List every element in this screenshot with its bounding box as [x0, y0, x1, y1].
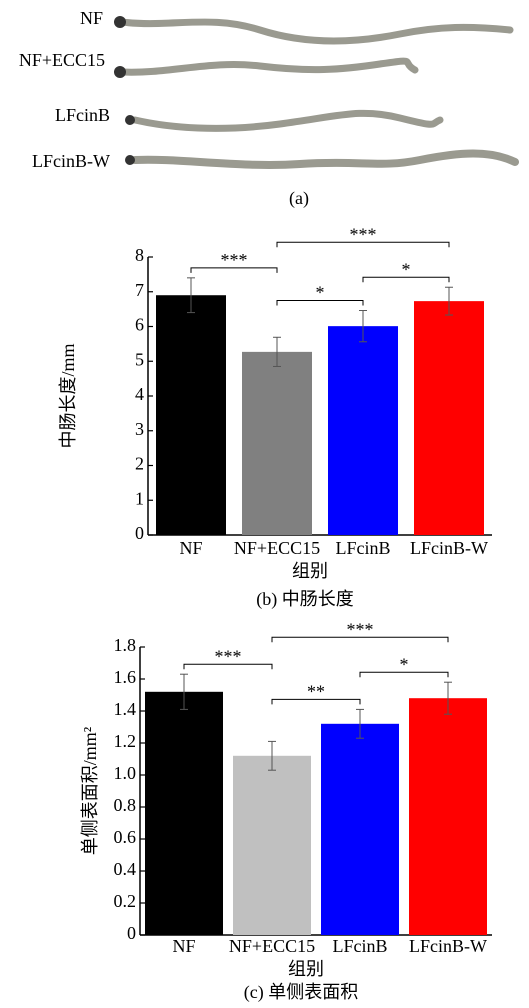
x-tick-label: LFcinB-W: [409, 936, 487, 956]
photo-label: NF: [80, 8, 103, 28]
y-tick-label: 1.0: [114, 763, 137, 783]
x-tick-label: LFcinB: [332, 936, 387, 956]
significance-bracket: [359, 671, 449, 678]
significance-bracket: [271, 636, 449, 643]
y-tick-label: 7: [135, 280, 144, 300]
x-tick-label: NF+ECC15: [229, 936, 315, 956]
significance-label: *: [402, 259, 411, 279]
significance-label: ***: [347, 619, 374, 639]
bar: [145, 691, 223, 935]
photo-label: NF+ECC15: [19, 50, 105, 70]
y-tick-label: 1.6: [114, 667, 137, 687]
gut-head: [125, 155, 135, 165]
gut-head: [114, 66, 126, 78]
x-tick-label: NF: [172, 936, 195, 956]
caption: (b) 中肠长度: [256, 589, 354, 610]
significance-bracket: [190, 267, 278, 273]
x-tick-label: NF: [179, 538, 202, 558]
y-tick-label: 1.8: [114, 635, 137, 655]
significance-bracket: [276, 241, 450, 248]
photo-label: LFcinB: [55, 105, 110, 125]
y-tick-label: 5: [135, 349, 144, 369]
gut: [118, 57, 419, 76]
y-tick-label: 0.8: [114, 795, 137, 815]
gut: [118, 18, 514, 45]
bar: [321, 723, 399, 935]
y-tick-label: 0.2: [114, 891, 137, 911]
significance-label: ***: [350, 224, 377, 244]
significance-bracket: [183, 663, 273, 670]
bar: [414, 301, 484, 535]
x-tick-label: LFcinB: [335, 538, 390, 558]
significance-label: ***: [215, 646, 242, 666]
bar: [328, 326, 398, 535]
gut: [131, 109, 444, 132]
y-tick-label: 0: [127, 923, 136, 943]
caption: (c) 单侧表面积: [244, 982, 358, 1003]
y-tick-label: 4: [135, 384, 144, 404]
x-axis-label: 组别: [288, 959, 324, 979]
significance-label: *: [400, 654, 409, 674]
significance-label: *: [316, 283, 325, 303]
y-tick-label: 3: [135, 419, 144, 439]
significance-label: **: [307, 682, 325, 702]
x-tick-label: NF+ECC15: [234, 538, 320, 558]
photo-caption: (a): [289, 188, 309, 209]
y-tick-label: 1.2: [114, 731, 137, 751]
y-axis-label: 单侧表面积/mm²: [80, 727, 100, 855]
gut-photos: [114, 16, 519, 169]
bar: [409, 698, 487, 935]
bar: [242, 351, 312, 535]
y-axis-label: 中肠长度/mm: [58, 343, 78, 448]
y-tick-label: 2: [135, 454, 144, 474]
x-tick-label: LFcinB-W: [410, 538, 488, 558]
significance-bracket: [276, 300, 364, 306]
bar: [156, 295, 226, 535]
bar: [233, 755, 311, 935]
y-tick-label: 0.6: [114, 827, 137, 847]
gut-head: [114, 16, 126, 28]
y-tick-label: 6: [135, 315, 144, 335]
significance-bracket: [271, 698, 361, 705]
significance-label: ***: [221, 250, 248, 270]
gut-head: [125, 115, 135, 125]
significance-bracket: [362, 276, 450, 283]
y-tick-label: 1: [135, 488, 144, 508]
photo-label: LFcinB-W: [32, 151, 110, 171]
y-tick-label: 0: [135, 523, 144, 543]
y-tick-label: 8: [135, 245, 144, 265]
y-tick-label: 0.4: [114, 859, 137, 879]
x-axis-label: 组别: [292, 561, 328, 581]
gut: [131, 149, 519, 169]
y-tick-label: 1.4: [114, 699, 137, 719]
